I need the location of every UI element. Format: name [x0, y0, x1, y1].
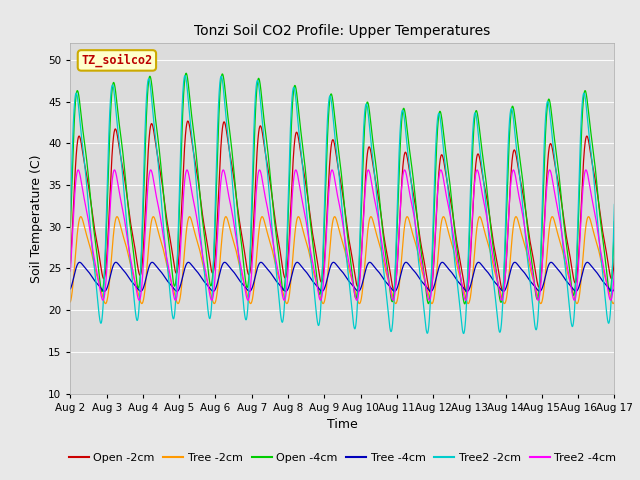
X-axis label: Time: Time — [327, 418, 358, 431]
Title: Tonzi Soil CO2 Profile: Upper Temperatures: Tonzi Soil CO2 Profile: Upper Temperatur… — [195, 24, 490, 38]
Y-axis label: Soil Temperature (C): Soil Temperature (C) — [29, 154, 43, 283]
Legend: Open -2cm, Tree -2cm, Open -4cm, Tree -4cm, Tree2 -2cm, Tree2 -4cm: Open -2cm, Tree -2cm, Open -4cm, Tree -4… — [64, 448, 621, 467]
Text: TZ_soilco2: TZ_soilco2 — [81, 54, 152, 67]
